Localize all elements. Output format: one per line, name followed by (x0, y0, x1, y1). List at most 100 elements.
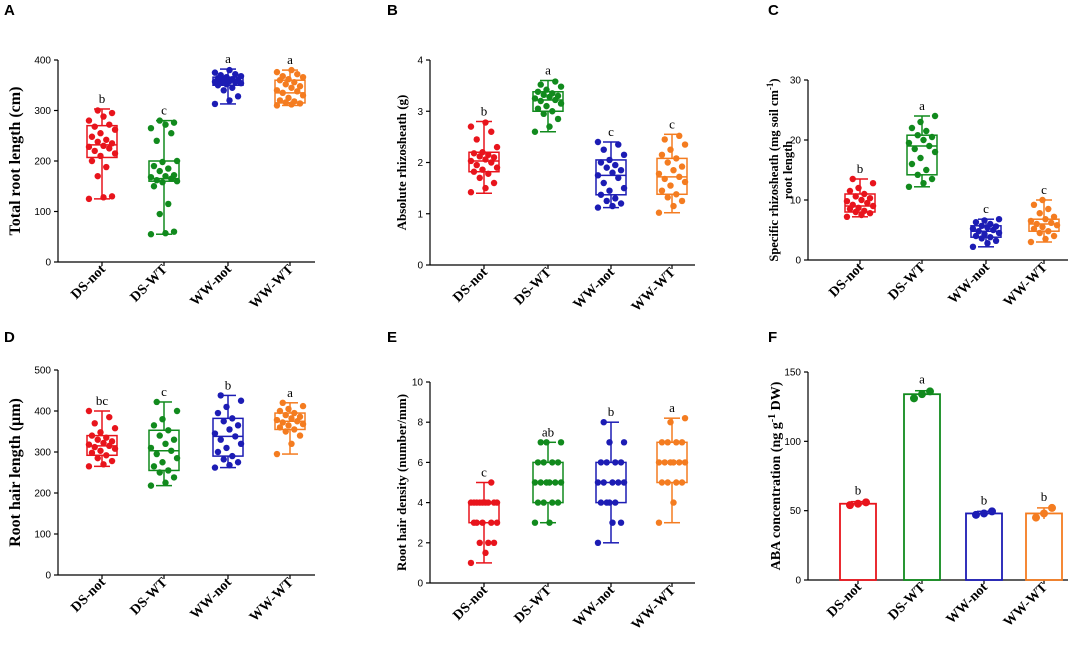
y-tick-label: 3 (417, 107, 423, 118)
data-point (91, 147, 98, 155)
data-point (217, 392, 224, 399)
data-point (1033, 220, 1040, 228)
data-point (617, 200, 625, 207)
data-point (537, 81, 544, 88)
data-point (664, 159, 671, 166)
data-point (232, 433, 239, 440)
box-ww-not: c (594, 124, 628, 211)
data-point (147, 173, 155, 181)
data-point (479, 519, 486, 526)
y-tick-label: 4 (417, 498, 423, 509)
data-point (279, 399, 286, 406)
data-point (673, 155, 680, 162)
box-ds-not: b (467, 104, 501, 196)
data-point (159, 179, 166, 186)
data-point (165, 200, 172, 208)
significance-letter: a (669, 400, 675, 415)
y-axis-label-line2: root length (781, 141, 795, 199)
data-point (549, 108, 556, 115)
data-point (928, 133, 936, 141)
panel-a: A 0 100 200 300 400 DS-not DS-WT WW-not WW-WT b c a a… (4, 2, 315, 312)
data-point (108, 438, 116, 445)
data-point (94, 138, 101, 146)
data-point (170, 119, 178, 126)
data-point (678, 197, 686, 205)
data-point (531, 128, 539, 135)
data-point (100, 439, 107, 447)
data-point (534, 499, 542, 506)
data-point (849, 201, 856, 208)
data-point (153, 450, 160, 458)
data-point (493, 519, 501, 526)
data-point (493, 164, 501, 171)
data-point (211, 69, 219, 76)
data-point (108, 109, 116, 117)
y-tick-label: 6 (417, 458, 423, 469)
data-point (620, 479, 628, 486)
data-point (156, 117, 163, 124)
data-point (620, 184, 628, 192)
data-point (103, 136, 110, 143)
data-point (676, 459, 683, 466)
data-point (1042, 216, 1049, 223)
data-point (490, 154, 498, 161)
y-tick-label: 200 (34, 489, 51, 500)
data-point (467, 559, 475, 567)
data-point (156, 469, 163, 476)
data-point (670, 166, 677, 174)
data-point (296, 83, 304, 90)
data-point (540, 499, 547, 506)
data-point (655, 170, 663, 177)
y-tick-label: 0 (417, 261, 423, 272)
bar (839, 502, 877, 581)
data-point (655, 209, 663, 216)
data-point (980, 509, 988, 518)
data-point (676, 132, 683, 140)
data-point (299, 92, 307, 99)
data-point (606, 187, 613, 194)
data-point (995, 229, 1003, 237)
data-point (159, 459, 166, 466)
data-point (1027, 217, 1035, 225)
data-point (159, 416, 166, 423)
y-tick-label: 0 (795, 576, 801, 587)
data-point (972, 219, 980, 226)
data-point (667, 146, 674, 153)
data-point (546, 123, 553, 130)
significance-letter: c (161, 103, 167, 118)
significance-letter: b (608, 404, 615, 419)
data-point (108, 140, 116, 147)
data-point (609, 479, 616, 486)
data-point (147, 482, 155, 489)
data-point (981, 217, 988, 224)
data-point (612, 459, 619, 466)
data-point (94, 436, 101, 443)
data-point (173, 407, 181, 415)
data-point (600, 146, 607, 153)
data-point (557, 100, 565, 107)
data-point (162, 440, 169, 447)
data-point (479, 166, 486, 173)
data-point (975, 228, 982, 235)
data-point (546, 519, 553, 526)
data-point (94, 107, 101, 114)
data-point (849, 175, 856, 183)
y-axis-label: Specific rhizosheath (mg soil cm-1) (765, 78, 781, 261)
significance-letter: c (161, 384, 167, 399)
data-point (537, 439, 544, 446)
data-point (920, 136, 927, 144)
data-point (285, 422, 292, 429)
data-point (162, 172, 169, 180)
panel-e: E 0 2 4 6 8 10 DS-not DS-WT WW-not WW-WT c ab b a Root … (387, 329, 695, 633)
data-point (661, 175, 668, 183)
data-point (276, 97, 284, 104)
data-point (467, 189, 475, 196)
data-point (594, 138, 602, 146)
data-point (165, 165, 172, 172)
data-point (858, 196, 865, 204)
data-point (905, 139, 913, 147)
data-point (103, 452, 110, 459)
data-point (234, 459, 242, 466)
x-tick-label-ds-not: DS-not (451, 583, 492, 624)
data-point (476, 174, 483, 182)
